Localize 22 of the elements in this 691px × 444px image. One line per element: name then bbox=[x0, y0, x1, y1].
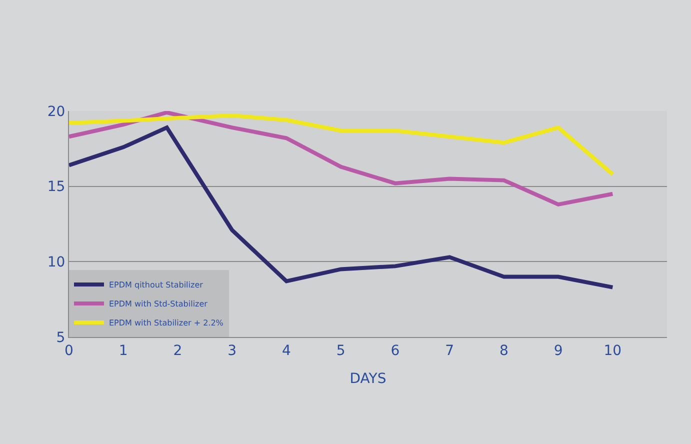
legend-label: EPDM with Stabilizer + 2.2% bbox=[109, 318, 224, 328]
x-tick-label: 8 bbox=[499, 342, 508, 359]
x-tick-label: 4 bbox=[282, 342, 291, 359]
line-series bbox=[69, 114, 615, 176]
line-series bbox=[69, 111, 615, 206]
line-series bbox=[69, 126, 615, 290]
x-tick-label: 6 bbox=[390, 342, 400, 359]
x-tick-label: 5 bbox=[336, 342, 346, 359]
x-axis-title: DAYS bbox=[350, 371, 386, 388]
x-tick-label: 0 bbox=[64, 342, 74, 359]
y-tick-label: 5 bbox=[56, 330, 66, 346]
x-tick-label: 7 bbox=[445, 342, 454, 359]
x-tick-label: 9 bbox=[554, 342, 563, 359]
x-tick-label: 3 bbox=[228, 342, 237, 359]
legend-label: EPDM qithout Stabilizer bbox=[109, 280, 204, 290]
y-tick-label: 10 bbox=[47, 254, 66, 271]
legend-label: EPDM with Std-Stabilizer bbox=[109, 300, 208, 309]
x-tick-label: 1 bbox=[118, 342, 128, 359]
y-tick-label: 20 bbox=[47, 104, 66, 120]
x-tick-label: 10 bbox=[604, 342, 622, 359]
x-tick-label: 2 bbox=[173, 342, 182, 359]
y-tick-label: 15 bbox=[47, 179, 66, 196]
